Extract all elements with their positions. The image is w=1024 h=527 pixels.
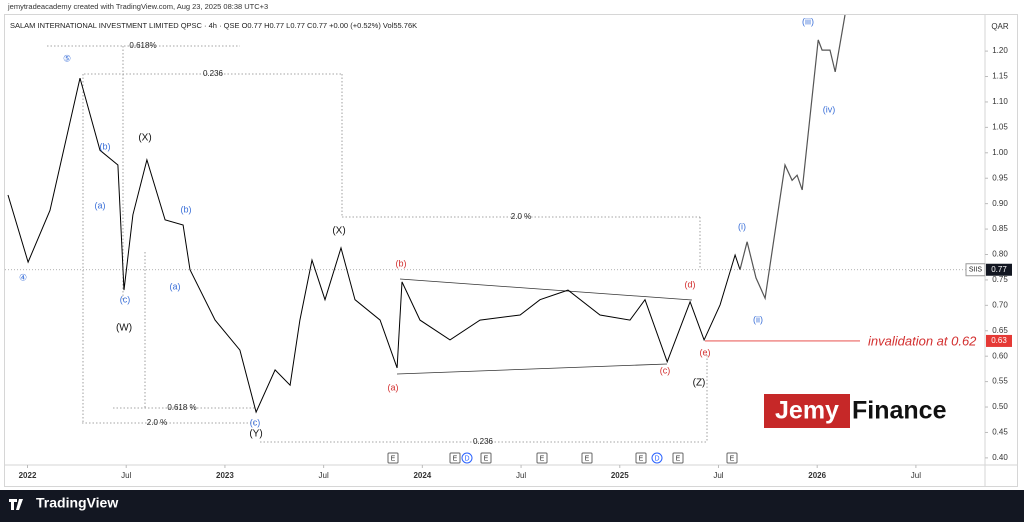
event-marker	[581, 452, 593, 464]
wave-label: (b)	[396, 258, 407, 268]
fib-label: 0.618%	[129, 41, 156, 50]
credit: jemytradeacademy created with TradingVie…	[7, 2, 268, 11]
x-tick-label: 2022	[19, 471, 37, 480]
brand-jemy: Jemy	[775, 397, 839, 425]
x-tick-label: 2023	[216, 471, 234, 480]
event-label: D	[464, 455, 469, 462]
event-label: E	[391, 455, 396, 462]
x-tick-label: Jul	[319, 471, 329, 480]
event-marker	[461, 452, 473, 464]
x-tick-label: Jul	[516, 471, 526, 480]
wave-label: (X)	[332, 226, 345, 237]
wave-label: (a)	[95, 200, 106, 210]
event-label: E	[730, 455, 735, 462]
x-tick-label: 2025	[611, 471, 629, 480]
y-tick-label: 1.15	[992, 72, 1008, 81]
y-tick-label: 0.55	[992, 377, 1008, 386]
event-label: E	[585, 455, 590, 462]
price-tag-label: 0.77	[991, 265, 1007, 274]
x-tick-label: 2024	[413, 471, 431, 480]
wave-label: (b)	[100, 141, 111, 151]
wave-label: (W)	[116, 323, 132, 334]
wave-label: (d)	[685, 279, 696, 289]
fib-label: 0.236	[473, 437, 494, 446]
event-marker	[480, 452, 492, 464]
y-tick-label: 0.80	[992, 250, 1008, 259]
y-tick-label: 0.45	[992, 428, 1008, 437]
wave-label: (b)	[181, 204, 192, 214]
y-tick-label: 1.10	[992, 97, 1008, 106]
tradingview-logo: TradingView	[36, 495, 118, 511]
y-tick-label: 1.00	[992, 148, 1008, 157]
event-label: E	[453, 455, 458, 462]
wave-label: (iv)	[823, 104, 836, 114]
wave-label: (c)	[250, 417, 261, 427]
price-line	[739, 15, 846, 301]
event-label: E	[639, 455, 644, 462]
wave-label: (iii)	[802, 16, 814, 26]
fib-label: 2.0 %	[147, 418, 167, 427]
triangle-line	[396, 363, 668, 375]
y-tick-label: 1.20	[992, 46, 1008, 55]
fib-label: 2.0 %	[511, 212, 531, 221]
wave-label: (Y)	[249, 429, 262, 440]
event-label: E	[484, 455, 489, 462]
currency: QAR	[991, 22, 1009, 31]
wave-label: ④	[19, 272, 27, 282]
y-tick-label: 0.85	[992, 224, 1008, 233]
event-marker	[651, 452, 663, 464]
wave-label: (a)	[170, 281, 181, 291]
y-tick-label: 0.50	[992, 402, 1008, 411]
x-tick-label: Jul	[121, 471, 131, 480]
y-tick-label: 0.65	[992, 326, 1008, 335]
event-label: E	[676, 455, 681, 462]
wave-label: (i)	[738, 221, 746, 231]
wave-label: ⑤	[63, 53, 71, 63]
invalidation-tag	[986, 334, 1012, 347]
fib-label: 0.618 %	[167, 403, 196, 412]
ticker-label: SIIS	[969, 267, 983, 274]
event-marker	[672, 452, 684, 464]
brand-box	[764, 394, 850, 428]
invalidation-tag-label: 0.63	[991, 336, 1007, 345]
event-marker	[726, 452, 738, 464]
y-tick-label: 0.95	[992, 173, 1008, 182]
wave-label: (ii)	[753, 314, 763, 324]
y-tick-label: 0.60	[992, 351, 1008, 360]
wave-label: (Z)	[693, 378, 706, 389]
event-label: E	[540, 455, 545, 462]
fib-label: 0.236	[203, 69, 224, 78]
x-tick-label: 2026	[808, 471, 826, 480]
triangle-line	[399, 278, 693, 301]
event-label: D	[654, 455, 659, 462]
event-marker	[635, 452, 647, 464]
footer-bar	[0, 490, 1024, 522]
frame	[4, 14, 1018, 487]
x-tick-label: Jul	[911, 471, 921, 480]
wave-label: (e)	[700, 347, 711, 357]
brand-finance: Finance	[852, 397, 947, 425]
logo-icon	[9, 499, 23, 510]
wave-label: (X)	[138, 133, 151, 144]
y-tick-label: 0.70	[992, 300, 1008, 309]
event-marker	[387, 452, 399, 464]
event-marker	[449, 452, 461, 464]
x-tick-label: Jul	[713, 471, 723, 480]
price-tag	[986, 263, 1012, 276]
ticker-tag	[965, 263, 986, 277]
invalidation-text: invalidation at 0.62	[868, 333, 977, 348]
y-tick-label: 0.40	[992, 453, 1008, 462]
price-line	[7, 77, 741, 414]
y-tick-label: 0.75	[992, 275, 1008, 284]
y-tick-label: 1.05	[992, 122, 1008, 131]
event-marker	[536, 452, 548, 464]
wave-label: (c)	[660, 365, 671, 375]
symbol-line: SALAM INTERNATIONAL INVESTMENT LIMITED Q…	[10, 21, 417, 30]
wave-label: (c)	[120, 294, 131, 304]
wave-label: (a)	[388, 382, 399, 392]
y-tick-label: 0.90	[992, 199, 1008, 208]
